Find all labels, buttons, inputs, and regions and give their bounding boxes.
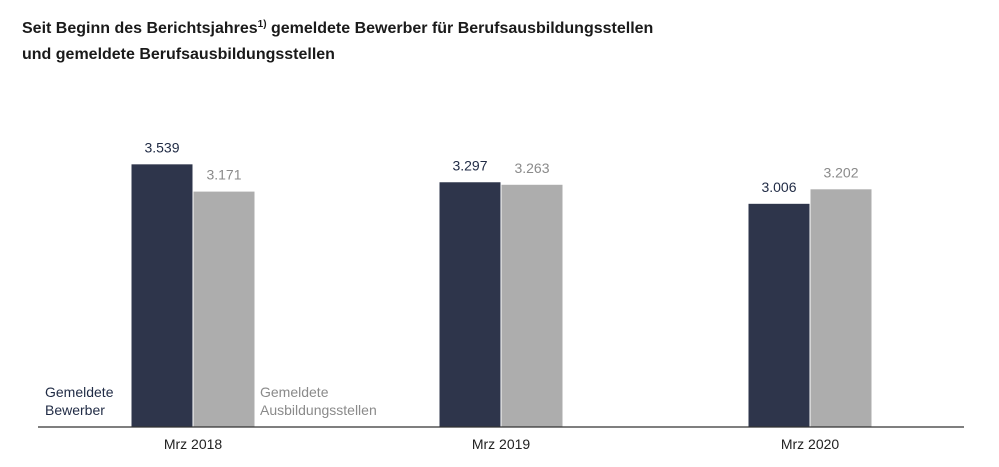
legend-label-bewerber-line1: Gemeldete [45, 384, 114, 400]
bar-bewerber-2 [439, 182, 501, 427]
data-label-ausbildungsstellen-1: 3.171 [206, 167, 241, 183]
data-label-bewerber-3: 3.006 [761, 179, 796, 195]
title-footnote-marker: 1) [257, 19, 267, 30]
title-line2: und gemeldete Berufsausbildungsstellen [22, 46, 335, 63]
legend-label-bewerber-line2: Bewerber [45, 402, 105, 418]
bar-ausbildungsstellen-1 [193, 191, 255, 427]
x-tick-label-3: Mrz 2020 [781, 436, 840, 452]
bar-ausbildungsstellen-2 [501, 184, 563, 427]
data-label-bewerber-2: 3.297 [452, 157, 487, 173]
x-tick-label-1: Mrz 2018 [164, 436, 223, 452]
bar-ausbildungsstellen-3 [810, 189, 872, 427]
legend-label-ausbildungsstellen-line1: Gemeldete [260, 384, 329, 400]
data-label-bewerber-1: 3.539 [144, 139, 179, 155]
data-label-ausbildungsstellen-2: 3.263 [514, 160, 549, 176]
title-part1: Seit Beginn des Berichtsjahres [22, 20, 258, 37]
data-label-ausbildungsstellen-3: 3.202 [823, 164, 858, 180]
chart-title: Seit Beginn des Berichtsjahres1) gemelde… [22, 17, 922, 67]
x-tick-label-2: Mrz 2019 [472, 436, 531, 452]
bar-bewerber-3 [748, 203, 810, 427]
bar-bewerber-1 [131, 164, 193, 427]
title-part2: gemeldete Bewerber für Berufsausbildungs… [266, 20, 654, 37]
legend-label-ausbildungsstellen-line2: Ausbildungsstellen [260, 402, 377, 418]
